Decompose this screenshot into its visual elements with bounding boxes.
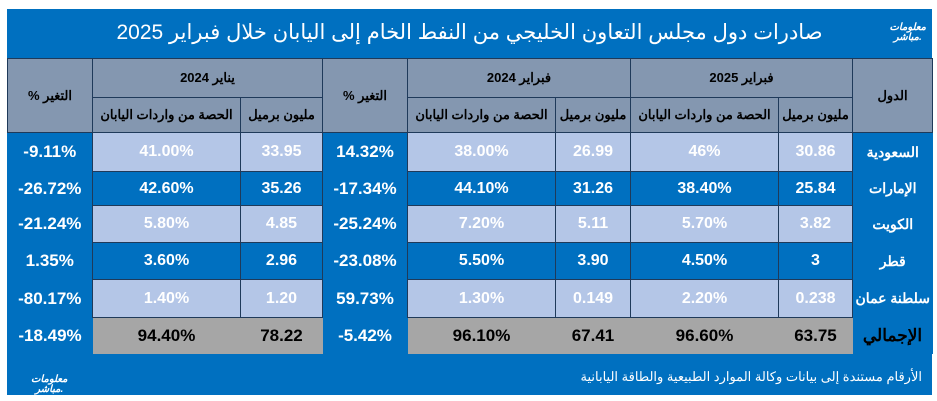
table-row: -21.24% 5.80% 4.85 -25.24% 7.20% 5.11 5.70% 3.8… <box>7 205 933 243</box>
cell-feb24-share: 5.50% <box>407 242 556 280</box>
table-row: 1.35% 3.60% 2.96 -23.08% 5.50% 3.90 4.50% 3 قطر <box>7 242 933 280</box>
cell-feb25-mb: 3 <box>778 242 853 280</box>
cell-chg-mom: -26.72% <box>7 171 93 206</box>
cell-chg-yoy: -17.34% <box>322 171 408 206</box>
total-feb24-share: 96.10% <box>407 317 556 354</box>
page-title: صادرات دول مجلس التعاون الخليجي من النفط… <box>116 21 823 44</box>
cell-country: الكويت <box>852 205 933 243</box>
cell-feb25-mb: 3.82 <box>778 205 853 243</box>
header-feb-2024: فبراير 2024 <box>407 58 631 98</box>
total-jan24-share: 94.40% <box>92 317 241 354</box>
table-row: -9.11% 41.00% 33.95 14.32% 38.00% 26.99 46% 30.… <box>7 132 933 172</box>
cell-feb24-share: 38.00% <box>407 132 556 172</box>
header-change-mom: التغير % <box>7 58 93 133</box>
header-share: الحصة من واردات اليابان <box>92 97 241 133</box>
cell-feb25-share: 46% <box>630 132 779 172</box>
cell-feb24-mb: 0.149 <box>555 279 631 318</box>
header-share: الحصة من واردات اليابان <box>630 97 779 133</box>
cell-chg-yoy: -25.24% <box>322 205 408 243</box>
cell-jan24-mb: 4.85 <box>240 205 323 243</box>
cell-jan24-share: 41.00% <box>92 132 241 172</box>
total-feb25-mb: 63.75 <box>778 317 853 354</box>
cell-chg-mom: 1.35% <box>7 242 93 280</box>
cell-feb25-mb: 0.238 <box>778 279 853 318</box>
total-chg-mom: -18.49% <box>7 317 93 354</box>
cell-feb25-mb: 30.86 <box>778 132 853 172</box>
cell-feb25-mb: 25.84 <box>778 171 853 206</box>
cell-chg-mom: -21.24% <box>7 205 93 243</box>
logo: معلومات مباشر. <box>889 22 926 43</box>
cell-jan24-mb: 33.95 <box>240 132 323 172</box>
cell-feb25-share: 5.70% <box>630 205 779 243</box>
cell-feb24-share: 1.30% <box>407 279 556 318</box>
header-million-barrels: مليون برميل <box>778 97 853 133</box>
cell-chg-yoy: -23.08% <box>322 242 408 280</box>
total-jan24-mb: 78.22 <box>240 317 323 354</box>
header-change-yoy: التغير % <box>322 58 408 133</box>
header-country: الدول <box>852 58 933 133</box>
cell-jan24-share: 42.60% <box>92 171 241 206</box>
cell-feb25-share: 2.20% <box>630 279 779 318</box>
cell-chg-mom: -9.11% <box>7 132 93 172</box>
cell-jan24-share: 5.80% <box>92 205 241 243</box>
source-note: الأرقام مستندة إلى بيانات وكالة الموارد … <box>580 369 923 384</box>
header-feb-2025: فبراير 2025 <box>630 58 853 98</box>
cell-country: السعودية <box>852 132 933 172</box>
cell-jan24-mb: 2.96 <box>240 242 323 280</box>
cell-country: سلطنة عمان <box>852 279 933 318</box>
cell-feb24-mb: 3.90 <box>555 242 631 280</box>
cell-jan24-share: 3.60% <box>92 242 241 280</box>
cell-feb25-share: 4.50% <box>630 242 779 280</box>
cell-feb24-share: 44.10% <box>407 171 556 206</box>
header-million-barrels: مليون برميل <box>240 97 323 133</box>
cell-feb24-mb: 26.99 <box>555 132 631 172</box>
table-row: -26.72% 42.60% 35.26 -17.34% 44.10% 31.26 38.4… <box>7 171 933 206</box>
header-jan-2024: يناير 2024 <box>92 58 323 98</box>
cell-feb25-share: 38.40% <box>630 171 779 206</box>
cell-country: قطر <box>852 242 933 280</box>
total-feb24-mb: 67.41 <box>555 317 631 354</box>
cell-feb24-share: 7.20% <box>407 205 556 243</box>
total-country: الإجمالي <box>852 317 933 354</box>
cell-feb24-mb: 31.26 <box>555 171 631 206</box>
cell-jan24-share: 1.40% <box>92 279 241 318</box>
total-chg-yoy: -5.42% <box>322 317 408 354</box>
table-row: -80.17% 1.40% 1.20 59.73% 1.30% 0.149 2.20% 0.2… <box>7 279 933 318</box>
cell-jan24-mb: 1.20 <box>240 279 323 318</box>
header-share: الحصة من واردات اليابان <box>407 97 556 133</box>
cell-chg-yoy: 14.32% <box>322 132 408 172</box>
total-feb25-share: 96.60% <box>630 317 779 354</box>
header-million-barrels: مليون برميل <box>555 97 631 133</box>
cell-jan24-mb: 35.26 <box>240 171 323 206</box>
total-row: -18.49% 94.40% 78.22 -5.42% 96.10% 67.41 96.60… <box>7 317 933 354</box>
exports-table: التغير % يناير 2024 التغير % فبراير 2024… <box>7 58 933 354</box>
cell-chg-mom: -80.17% <box>7 279 93 318</box>
cell-country: الإمارات <box>852 171 933 206</box>
cell-feb24-mb: 5.11 <box>555 205 631 243</box>
cell-chg-yoy: 59.73% <box>322 279 408 318</box>
logo: معلومات مباشر. <box>31 374 68 395</box>
